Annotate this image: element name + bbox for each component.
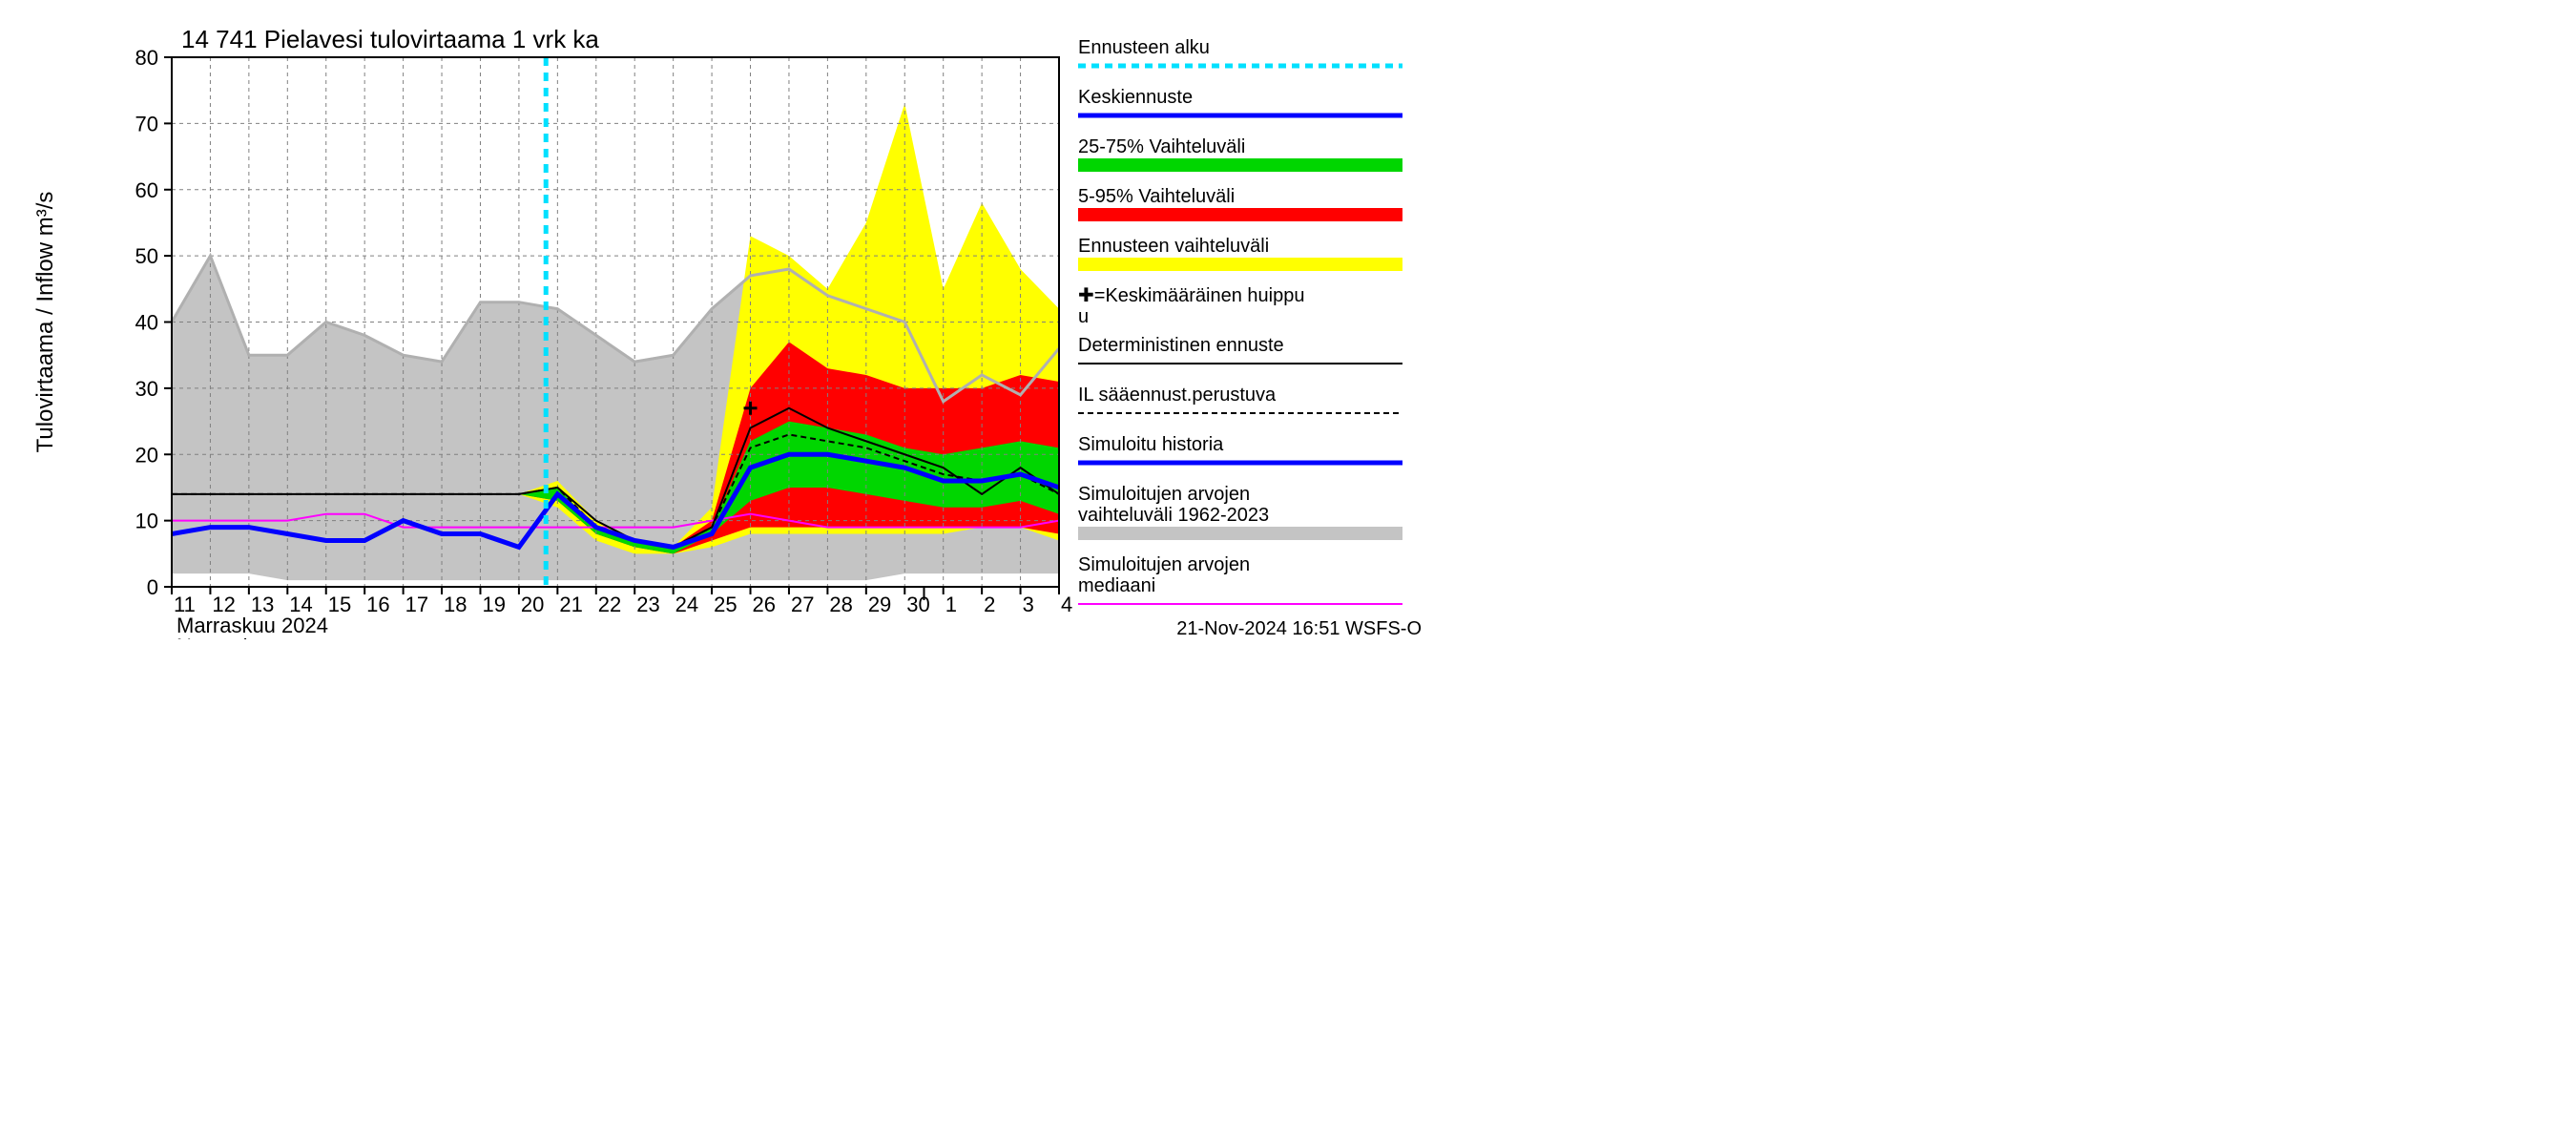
legend-label: 5-95% Vaihteluväli	[1078, 186, 1235, 207]
y-tick-label: 20	[135, 443, 158, 467]
x-tick-label: 28	[829, 593, 852, 616]
y-tick-label: 10	[135, 510, 158, 533]
y-tick-label: 40	[135, 311, 158, 335]
chart-footer: 21-Nov-2024 16:51 WSFS-O	[1176, 618, 1422, 639]
x-tick-label: 24	[675, 593, 698, 616]
x-tick-label: 20	[521, 593, 544, 616]
chart-title: 14 741 Pielavesi tulovirtaama 1 vrk ka	[181, 25, 599, 53]
y-tick-label: 0	[147, 575, 158, 599]
x-tick-label: 4	[1061, 593, 1072, 616]
x-month-label-en: November	[177, 635, 273, 639]
legend-swatch	[1078, 158, 1402, 172]
x-tick-label: 26	[753, 593, 776, 616]
x-tick-label: 29	[868, 593, 891, 616]
x-tick-label: 17	[405, 593, 428, 616]
y-tick-label: 30	[135, 377, 158, 401]
legend-label: vaihteluväli 1962-2023	[1078, 505, 1269, 526]
x-tick-label: 2	[984, 593, 995, 616]
x-tick-label: 16	[366, 593, 389, 616]
legend-label: Simuloitujen arvojen	[1078, 554, 1250, 575]
x-tick-label: 30	[906, 593, 929, 616]
legend-label: IL sääennust.perustuva	[1078, 385, 1277, 406]
x-tick-label: 15	[328, 593, 351, 616]
x-tick-label: 25	[714, 593, 737, 616]
y-tick-label: 80	[135, 46, 158, 70]
y-tick-label: 70	[135, 112, 158, 135]
legend-swatch	[1078, 527, 1402, 540]
legend-swatch	[1078, 208, 1402, 221]
y-axis-label: Tulovirtaama / Inflow m³/s	[32, 192, 58, 453]
legend-label: Keskiennuste	[1078, 87, 1193, 108]
x-tick-label: 3	[1023, 593, 1034, 616]
inflow-forecast-chart: 0102030405060708011121314151617181920212…	[0, 0, 1431, 639]
x-tick-label: 23	[636, 593, 659, 616]
x-tick-label: 22	[598, 593, 621, 616]
legend-label: Ennusteen vaihteluväli	[1078, 236, 1269, 257]
x-tick-label: 27	[791, 593, 814, 616]
legend-label: mediaani	[1078, 575, 1155, 596]
y-tick-label: 60	[135, 178, 158, 202]
legend-label: Ennusteen alku	[1078, 37, 1210, 58]
x-tick-label: 21	[559, 593, 582, 616]
chart-svg: 0102030405060708011121314151617181920212…	[0, 0, 1431, 639]
legend-label: 25-75% Vaihteluväli	[1078, 136, 1245, 157]
legend-label: u	[1078, 306, 1089, 327]
legend-label: Deterministinen ennuste	[1078, 335, 1284, 356]
x-tick-label: 18	[444, 593, 467, 616]
legend-label: ✚=Keskimääräinen huippu	[1078, 285, 1304, 306]
legend-label: Simuloitujen arvojen	[1078, 484, 1250, 505]
y-tick-label: 50	[135, 244, 158, 268]
x-tick-label: 1	[945, 593, 957, 616]
legend-swatch	[1078, 258, 1402, 271]
legend-label: Simuloitu historia	[1078, 434, 1224, 455]
x-tick-label: 19	[482, 593, 505, 616]
